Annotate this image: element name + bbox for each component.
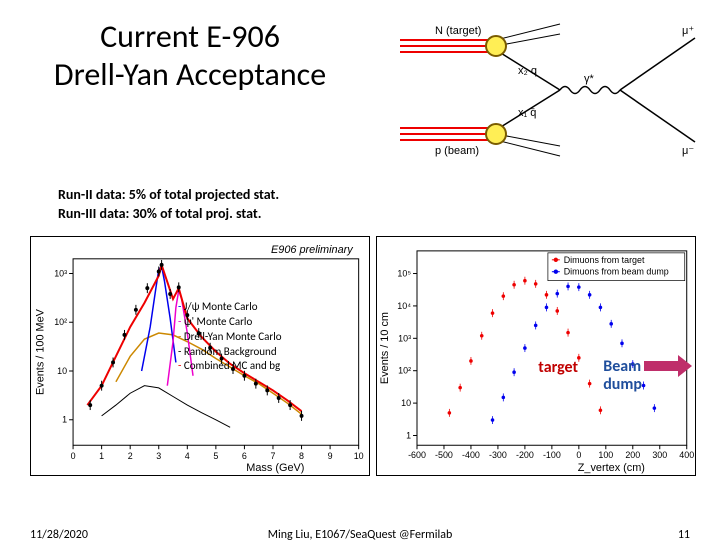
svg-text:Events / 100 MeV: Events / 100 MeV (34, 308, 46, 395)
svg-text:1: 1 (62, 415, 67, 425)
feynman-x2q: x₂ q (518, 65, 537, 77)
run-notes: Run-II data: 5% of total projected stat.… (58, 186, 279, 224)
svg-text:Mass (GeV): Mass (GeV) (246, 462, 304, 474)
svg-text:1: 1 (406, 430, 411, 440)
feynman-n-label: N (target) (435, 25, 481, 37)
feynman-gamma: γ* (584, 73, 595, 85)
title-line-1: Current E-906 (100, 17, 280, 56)
svg-text:10³: 10³ (54, 268, 67, 278)
legend-item-random: - Random Background (178, 345, 282, 360)
notes-line-2: Run-III data: 30% of total proj. stat. (58, 205, 279, 224)
svg-text:8: 8 (299, 451, 304, 461)
feynman-diagram: N (target) p (beam) x₂ q x₁ q̄ γ* μ⁺ μ⁻ (400, 20, 700, 160)
legend-item-combined: - Combined MC and bg (178, 359, 282, 374)
slide-title: Current E-906 Drell-Yan Acceptance (10, 18, 370, 95)
svg-text:10⁵: 10⁵ (397, 269, 411, 279)
svg-text:3: 3 (156, 451, 161, 461)
mass-chart-legend: - J/ψ Monte Carlo - ψ' Monte Carlo - Dre… (178, 300, 282, 374)
svg-text:1: 1 (99, 451, 104, 461)
svg-text:E906 preliminary: E906 preliminary (271, 244, 353, 256)
svg-text:Z_vertex (cm): Z_vertex (cm) (578, 462, 645, 474)
target-label: target (538, 358, 578, 377)
svg-text:Dimuons from target: Dimuons from target (564, 255, 645, 265)
legend-item-jpsi: - J/ψ Monte Carlo (178, 300, 282, 315)
svg-text:7: 7 (271, 451, 276, 461)
svg-text:0: 0 (71, 451, 76, 461)
svg-text:-400: -400 (462, 450, 480, 460)
svg-text:10⁴: 10⁴ (397, 301, 411, 311)
feynman-muminus: μ⁻ (682, 145, 694, 157)
svg-text:300: 300 (652, 450, 667, 460)
svg-text:4: 4 (185, 451, 190, 461)
svg-text:Events / 10 cm: Events / 10 cm (379, 312, 391, 384)
beam-dump-label: Beamdump (603, 358, 642, 393)
svg-text:10: 10 (57, 366, 67, 376)
svg-text:9: 9 (328, 451, 333, 461)
svg-text:10: 10 (354, 451, 364, 461)
title-line-2: Drell-Yan Acceptance (54, 55, 326, 94)
feynman-x1q: x₁ q̄ (518, 107, 536, 119)
svg-text:10³: 10³ (398, 333, 411, 343)
svg-text:10²: 10² (54, 317, 67, 327)
feynman-muplus: μ⁺ (682, 25, 694, 37)
legend-item-dy: - Drell-Yan Monte Carlo (178, 330, 282, 345)
beam-dump-arrow-icon (644, 355, 692, 377)
svg-text:-500: -500 (435, 450, 453, 460)
svg-text:100: 100 (598, 450, 613, 460)
feynman-p-label: p (beam) (435, 145, 479, 157)
notes-line-1: Run-II data: 5% of total projected stat. (58, 186, 279, 205)
svg-text:-200: -200 (516, 450, 534, 460)
svg-text:-300: -300 (489, 450, 507, 460)
svg-text:0: 0 (576, 450, 581, 460)
svg-text:10: 10 (401, 398, 411, 408)
svg-text:Dimuons from beam dump: Dimuons from beam dump (564, 267, 669, 277)
svg-text:-100: -100 (543, 450, 561, 460)
svg-text:200: 200 (625, 450, 640, 460)
svg-text:400: 400 (679, 450, 694, 460)
svg-text:5: 5 (213, 451, 218, 461)
svg-text:10²: 10² (398, 366, 411, 376)
svg-text:-600: -600 (408, 450, 426, 460)
svg-text:2: 2 (128, 451, 133, 461)
svg-text:6: 6 (242, 451, 247, 461)
legend-item-psip: - ψ' Monte Carlo (178, 315, 282, 330)
